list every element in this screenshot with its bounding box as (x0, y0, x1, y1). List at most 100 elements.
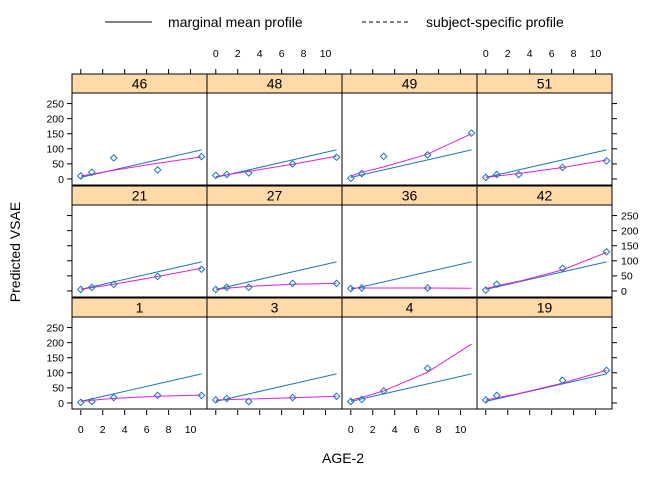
y-tick-label: 100 (46, 368, 64, 380)
subject-line-51 (485, 159, 607, 178)
x-tick-label: 8 (301, 48, 307, 60)
observed-point-1-1 (87, 397, 96, 406)
observed-point-36-1 (357, 284, 366, 292)
marginal-line-49 (350, 149, 472, 178)
y-tick-label: 200 (46, 113, 64, 125)
observed-point-48-4 (332, 153, 341, 162)
x-tick-label: 6 (414, 424, 420, 436)
panel-4: 4 (341, 297, 478, 410)
subject-line-4 (350, 343, 472, 401)
observed-point-3-2 (244, 397, 253, 406)
observed-point-51-3 (558, 163, 567, 172)
axes: 0 2 4 6 8 10 0 2 4 6 8 100 2 4 6 8 10 0 2 4 6 8 10050100150200… (46, 48, 638, 436)
y-axis-left-row-2: 0 50 100 150 200 250 (46, 322, 72, 410)
subject-line-27 (215, 282, 337, 290)
y-tick-label: 150 (46, 353, 64, 365)
observed-point-49-0 (346, 174, 355, 183)
y-tick-label: 0 (621, 286, 627, 298)
x-axis-top-col-3: 0 2 4 6 8 10 (483, 48, 602, 74)
marginal-line-27 (215, 261, 337, 290)
x-axis-title: AGE-2 (322, 450, 364, 466)
x-tick-label: 0 (78, 424, 84, 436)
panel-27: 27 (206, 185, 343, 298)
subject-line-46 (80, 156, 202, 177)
strip-label-49: 49 (402, 76, 418, 92)
observed-point-27-2 (244, 283, 253, 292)
subject-line-3 (215, 395, 337, 401)
observed-point-27-0 (211, 285, 220, 294)
y-tick-label: 50 (52, 159, 64, 171)
observed-point-36-2 (423, 284, 432, 292)
strip-label-1: 1 (136, 300, 144, 316)
observed-point-48-0 (211, 171, 220, 180)
panel-49: 49 (341, 73, 478, 186)
x-axis-bottom-col-2: 0 2 4 6 8 10 (348, 410, 467, 436)
panel-48: 48 (206, 73, 343, 186)
y-axis-right-row-1: 0 50 100 150 200 250 (612, 210, 639, 298)
y-axis-title: Predicted VSAE (7, 202, 23, 302)
panel-51: 51 (476, 73, 613, 186)
observed-point-42-3 (602, 247, 611, 256)
observed-point-21-3 (153, 272, 162, 281)
observed-point-27-1 (222, 283, 231, 292)
strip-label-21: 21 (132, 188, 148, 204)
x-tick-label: 6 (549, 48, 555, 60)
strip-label-48: 48 (267, 76, 283, 92)
observed-point-4-2 (379, 386, 388, 395)
observed-point-46-1 (87, 168, 96, 177)
x-axis-bottom-minor-col-3 (485, 410, 597, 415)
observed-point-36-0 (346, 284, 355, 293)
x-tick-label: 4 (527, 48, 533, 60)
x-axis-top-minor-col-2 (350, 69, 462, 74)
observed-point-42-1 (492, 280, 501, 289)
y-tick-label: 200 (621, 225, 639, 237)
y-axis-left-row-1 (67, 215, 72, 292)
x-tick-label: 4 (122, 424, 128, 436)
observed-point-48-2 (244, 169, 253, 177)
observed-point-51-0 (481, 173, 490, 182)
observed-point-1-3 (153, 391, 162, 400)
y-axis-right-row-0 (612, 103, 617, 180)
observed-point-49-2 (379, 152, 388, 161)
observed-point-46-4 (197, 152, 206, 161)
x-tick-label: 2 (370, 424, 376, 436)
observed-point-3-3 (288, 393, 297, 402)
observed-point-21-4 (197, 265, 206, 274)
x-tick-label: 8 (436, 424, 442, 436)
x-axis-bottom-minor-col-1 (215, 410, 327, 415)
observed-point-49-1 (357, 169, 366, 178)
x-tick-label: 10 (185, 424, 197, 436)
x-tick-label: 10 (590, 48, 602, 60)
y-tick-label: 50 (621, 271, 633, 283)
y-tick-label: 100 (621, 256, 639, 268)
x-tick-label: 6 (144, 424, 150, 436)
strip-label-46: 46 (132, 76, 148, 92)
x-tick-label: 0 (483, 48, 489, 60)
panel-21: 21 (71, 185, 208, 298)
panel-42: 42 (476, 185, 613, 298)
observed-point-46-0 (76, 172, 85, 180)
strip-label-4: 4 (406, 300, 414, 316)
observed-point-3-0 (211, 396, 220, 404)
observed-point-1-4 (197, 391, 206, 400)
marginal-line-19 (485, 373, 607, 402)
x-tick-label: 8 (571, 48, 577, 60)
strip-label-3: 3 (271, 300, 279, 316)
observed-point-21-0 (76, 285, 85, 294)
x-tick-label: 6 (279, 48, 285, 60)
observed-point-42-0 (481, 286, 490, 294)
x-tick-label: 0 (213, 48, 219, 60)
strip-label-27: 27 (267, 188, 283, 204)
strip-label-51: 51 (537, 76, 553, 92)
subject-line-21 (80, 267, 202, 290)
panel-border-42 (476, 185, 613, 298)
x-axis-bottom-col-0: 0 2 4 6 8 10 (78, 410, 197, 436)
y-tick-label: 200 (46, 337, 64, 349)
x-axis-top-minor-col-0 (80, 69, 192, 74)
x-tick-label: 2 (505, 48, 511, 60)
observed-point-51-4 (602, 156, 611, 165)
observed-point-19-3 (602, 366, 611, 375)
x-tick-label: 0 (348, 424, 354, 436)
strip-label-19: 19 (537, 300, 553, 316)
